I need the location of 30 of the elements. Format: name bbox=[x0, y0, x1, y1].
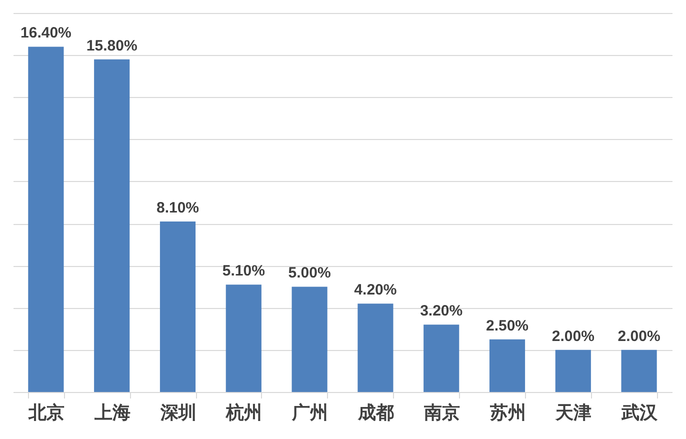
bar bbox=[424, 324, 460, 392]
x-tick-label: 南京 bbox=[422, 402, 460, 424]
bar bbox=[358, 304, 394, 392]
x-tick-label: 深圳 bbox=[159, 402, 196, 424]
x-tick-label: 杭州 bbox=[225, 402, 262, 424]
data-label: 5.10% bbox=[222, 262, 265, 280]
data-label: 2.50% bbox=[486, 317, 529, 334]
data-label: 5.00% bbox=[288, 264, 331, 282]
data-label: 4.20% bbox=[354, 282, 397, 299]
bar bbox=[292, 286, 328, 392]
data-label: 8.10% bbox=[156, 199, 200, 216]
data-label: 3.20% bbox=[420, 302, 463, 320]
bar bbox=[555, 350, 591, 392]
bar bbox=[621, 350, 657, 392]
bar bbox=[94, 59, 130, 392]
bar bbox=[489, 339, 526, 392]
x-tick-label: 上海 bbox=[93, 402, 130, 424]
x-tick-label: 武汉 bbox=[620, 402, 659, 424]
data-label: 16.40% bbox=[20, 24, 72, 42]
x-tick-label: 成都 bbox=[356, 402, 394, 424]
x-tick-label: 北京 bbox=[27, 402, 64, 424]
data-label: 15.80% bbox=[86, 37, 138, 54]
data-label: 2.00% bbox=[552, 328, 594, 345]
x-tick-label: 广州 bbox=[291, 402, 328, 424]
bar bbox=[28, 46, 64, 392]
x-tick-label: 苏州 bbox=[488, 402, 526, 424]
x-tick-label: 天津 bbox=[554, 402, 592, 424]
bar bbox=[226, 284, 262, 392]
data-label: 2.00% bbox=[618, 328, 660, 345]
bar bbox=[160, 221, 196, 392]
